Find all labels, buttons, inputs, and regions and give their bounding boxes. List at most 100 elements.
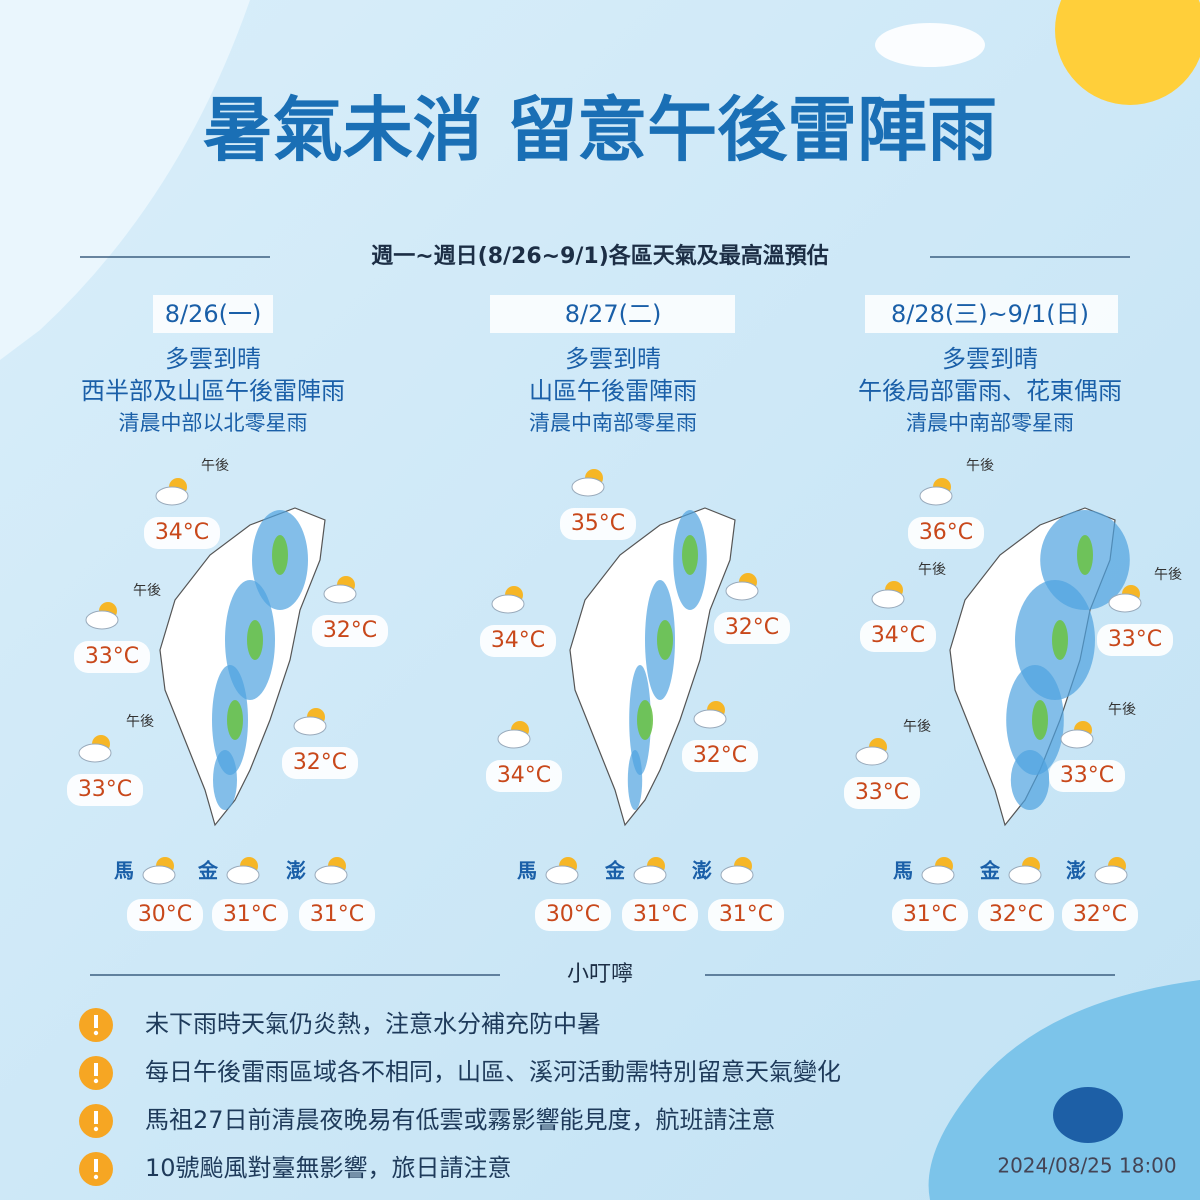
cloud-icon <box>720 865 754 885</box>
cloud-icon <box>314 865 348 885</box>
rain-core <box>637 700 653 740</box>
temp-bg <box>486 760 562 792</box>
note: 午後 <box>201 458 229 474</box>
panel-line: 午後局部雷雨、花東偶雨 <box>858 377 1122 405</box>
temp-bg <box>282 747 358 779</box>
panel-date: 8/28(三)~9/1(日) <box>891 300 1089 328</box>
island-name: 澎 <box>286 859 306 883</box>
rain-core <box>272 535 288 575</box>
cloud-icon <box>545 865 579 885</box>
rain-core <box>682 535 698 575</box>
temp-bg <box>1062 899 1138 931</box>
cloud-icon <box>491 594 525 614</box>
note: 午後 <box>966 458 994 474</box>
temp-bg <box>560 508 636 540</box>
island-name: 馬 <box>893 859 913 883</box>
temp: 35°C <box>571 511 625 536</box>
cloud-icon <box>571 477 605 497</box>
temp-bg <box>535 899 611 931</box>
rain-core <box>1052 620 1068 660</box>
temp-bg <box>892 899 968 931</box>
temp: 34°C <box>491 628 545 653</box>
temp-bg <box>299 899 375 931</box>
panel-line: 清晨中南部零星雨 <box>529 411 697 435</box>
temp-bg <box>978 899 1054 931</box>
temp-bg <box>1097 624 1173 656</box>
rain-core <box>1077 535 1093 575</box>
panel-line: 西半部及山區午後雷陣雨 <box>81 377 345 405</box>
island-name: 金 <box>197 859 219 883</box>
rain-core <box>227 700 243 740</box>
cloud-icon <box>693 709 727 729</box>
temp-bg <box>844 777 920 809</box>
temp-bg <box>144 517 220 549</box>
island-temp: 32°C <box>1073 902 1127 927</box>
cloud-icon <box>142 865 176 885</box>
temp-bg <box>908 517 984 549</box>
rain-core <box>657 620 673 660</box>
temp-bg <box>708 899 784 931</box>
island-temp: 31°C <box>223 902 277 927</box>
note: 午後 <box>133 583 161 599</box>
subtitle: 週一~週日(8/26~9/1)各區天氣及最高溫預估 <box>371 243 829 269</box>
cloud <box>875 23 985 67</box>
rain-core <box>1032 700 1048 740</box>
bg-shape <box>928 980 1200 1200</box>
rain-area <box>1010 750 1050 810</box>
temp: 32°C <box>725 615 779 640</box>
cloud-icon <box>1008 865 1042 885</box>
cloud-icon <box>226 865 260 885</box>
panel-line: 山區午後雷陣雨 <box>529 377 697 405</box>
temp-bg <box>312 615 388 647</box>
tip-icon-dot <box>93 1126 99 1132</box>
island-temp: 31°C <box>903 902 957 927</box>
temp-bg <box>74 641 150 673</box>
date-box <box>490 295 735 333</box>
temp-bg <box>127 899 203 931</box>
tip-icon-mark <box>94 1159 98 1172</box>
note: 午後 <box>126 714 154 730</box>
cloud-icon <box>323 584 357 604</box>
tip: 馬祖27日前清晨夜晚易有低雲或霧影響能見度，航班請注意 <box>145 1106 776 1134</box>
panel-line: 多雲到晴 <box>942 345 1038 373</box>
temp: 33°C <box>1060 763 1114 788</box>
temp: 32°C <box>693 743 747 768</box>
cloud-icon <box>919 486 953 506</box>
island-temp: 31°C <box>719 902 773 927</box>
tip-icon-dot <box>93 1174 99 1180</box>
timestamp: 2024/08/25 18:00 <box>997 1154 1176 1178</box>
cloud-icon <box>1060 729 1094 749</box>
temp-bg <box>714 612 790 644</box>
bg-shape <box>0 0 250 360</box>
temp: 32°C <box>293 750 347 775</box>
tip-icon-dot <box>93 1078 99 1084</box>
panel-line: 多雲到晴 <box>565 345 661 373</box>
island-name: 馬 <box>517 859 537 883</box>
tip-icon-mark <box>94 1015 98 1028</box>
panel-line: 清晨中部以北零星雨 <box>119 411 308 435</box>
tip: 未下雨時天氣仍炎熱，注意水分補充防中暑 <box>145 1010 601 1038</box>
temp: 32°C <box>323 618 377 643</box>
temp-bg <box>1049 760 1125 792</box>
note: 午後 <box>903 719 931 735</box>
island-temp: 31°C <box>633 902 687 927</box>
island-name: 馬 <box>114 859 134 883</box>
tip: 10號颱風對臺無影響，旅日請注意 <box>145 1154 512 1182</box>
cloud-icon <box>871 589 905 609</box>
temp-bg <box>212 899 288 931</box>
panel-date: 8/27(二) <box>565 300 662 328</box>
tip-icon-mark <box>94 1111 98 1124</box>
temp: 36°C <box>919 520 973 545</box>
panel-line: 清晨中南部零星雨 <box>906 411 1074 435</box>
temp-bg <box>67 774 143 806</box>
tips-title: 小叮嚀 <box>567 962 633 987</box>
island-temp: 31°C <box>310 902 364 927</box>
sun <box>1055 0 1200 105</box>
island-name: 澎 <box>1066 859 1086 883</box>
panel-line: 多雲到晴 <box>165 345 261 373</box>
tip: 每日午後雷雨區域各不相同，山區、溪河活動需特別留意天氣變化 <box>145 1058 841 1086</box>
island-temp: 30°C <box>138 902 192 927</box>
rain-area <box>627 750 643 810</box>
